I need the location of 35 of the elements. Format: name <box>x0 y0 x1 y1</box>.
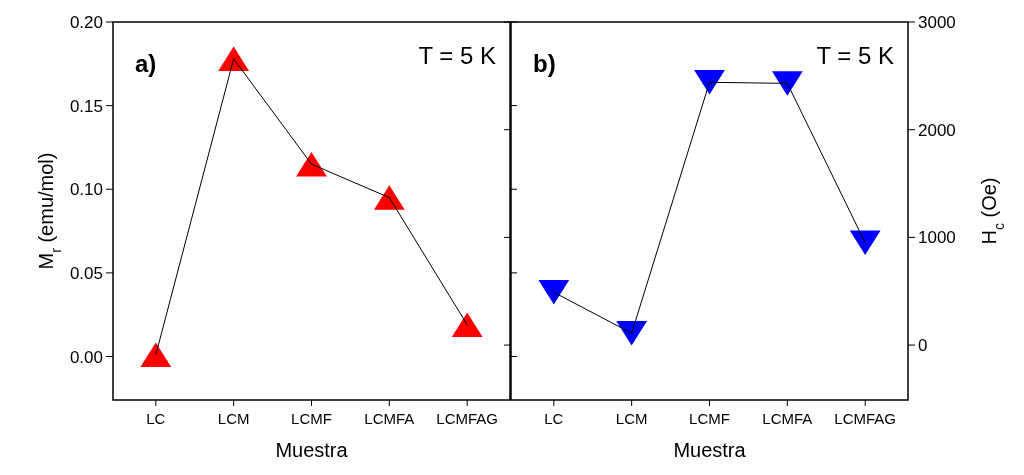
point <box>849 230 881 256</box>
y2-tick-label: 0 <box>918 336 928 356</box>
y-tick-label: 0.00 <box>69 347 103 367</box>
point <box>296 151 327 177</box>
point <box>373 185 405 210</box>
x-tick-label: LC <box>544 410 564 427</box>
point <box>451 312 483 337</box>
x-tick-label: LCM <box>615 410 648 427</box>
x-tick-label: LCMFA <box>364 410 415 427</box>
x-axis-title: Muestra <box>275 439 349 461</box>
point <box>616 320 648 346</box>
x-tick-label: LCMF <box>689 410 730 427</box>
x-tick-label: LCM <box>217 410 250 427</box>
point <box>538 280 570 305</box>
y2-tick-label: 2000 <box>918 120 956 140</box>
y-tick-label: 0.10 <box>69 180 103 200</box>
annotation: b) <box>533 50 556 77</box>
x-tick-label: LC <box>146 410 166 427</box>
y-tick-label: 0.20 <box>69 13 103 32</box>
x-axis-title: Muestra <box>673 439 747 461</box>
y2-tick-label: 3000 <box>918 13 956 32</box>
point <box>218 46 250 72</box>
point <box>771 71 803 96</box>
annotation: T = 5 K <box>418 42 496 69</box>
y-tick-label: 0.15 <box>69 96 103 116</box>
x-tick-label: LCMFAG <box>834 410 897 427</box>
point <box>140 342 172 368</box>
x-tick-label: LCMFA <box>762 410 813 427</box>
annotation: a) <box>135 50 157 77</box>
y-tick-label: 0.05 <box>69 263 103 283</box>
point <box>694 70 725 95</box>
x-tick-label: LCMFAG <box>436 410 499 427</box>
annotation: T = 5 K <box>816 42 894 69</box>
y2-tick-label: 1000 <box>918 228 956 248</box>
x-tick-label: LCMF <box>291 410 332 427</box>
